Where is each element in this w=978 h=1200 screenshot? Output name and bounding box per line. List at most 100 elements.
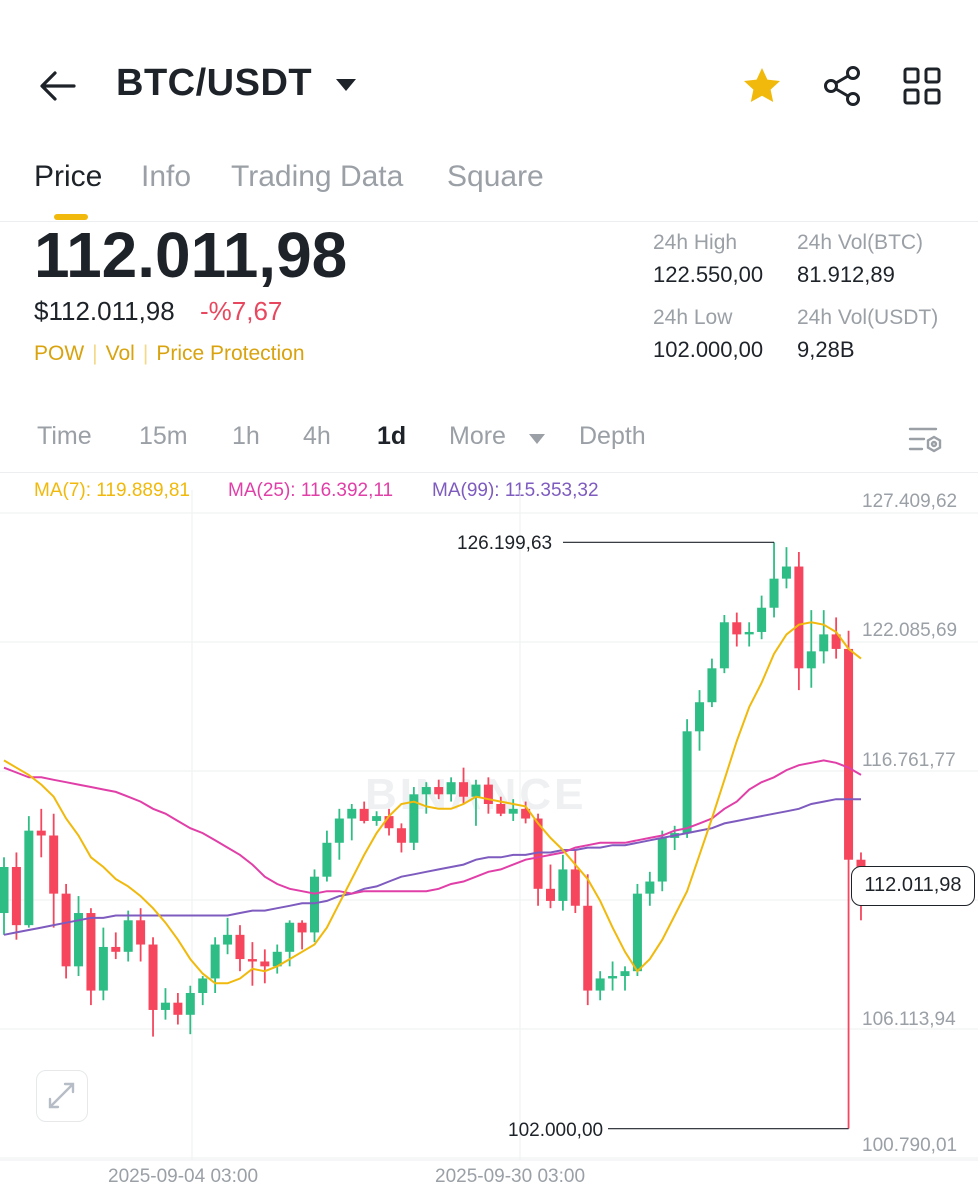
grid-menu-icon[interactable] xyxy=(900,64,944,108)
candle-body xyxy=(61,893,71,967)
stat-vol-btc-label: 24h Vol(BTC) xyxy=(797,231,924,254)
candle-body xyxy=(533,818,543,889)
candle-body xyxy=(136,920,146,945)
current-price-marker: 112.011,98 xyxy=(851,866,975,906)
candle-body xyxy=(334,818,344,843)
tab-trading-data[interactable]: Trading Data xyxy=(231,160,404,193)
token-tags: POW | Vol | Price Protection xyxy=(34,342,305,365)
active-tab-indicator xyxy=(54,214,88,220)
candle-body xyxy=(769,578,779,608)
stat-high-label: 24h High xyxy=(653,231,738,254)
candle-body xyxy=(496,803,506,814)
candle-body xyxy=(558,869,568,901)
candle-body xyxy=(645,881,655,894)
ma99-line xyxy=(3,798,861,936)
dropdown-caret-icon[interactable] xyxy=(334,76,358,94)
candle-body xyxy=(285,922,295,952)
interval-15m[interactable]: 15m xyxy=(139,422,188,450)
y-tick-label: 106.113,94 xyxy=(862,1009,956,1030)
candle-body xyxy=(446,782,456,795)
max-price-annotation: 126.199,63 xyxy=(457,533,553,554)
candle-body xyxy=(36,830,46,836)
pair-title[interactable]: BTC/USDT xyxy=(116,62,313,104)
candle-body xyxy=(272,951,282,967)
candle-body xyxy=(409,794,419,843)
candle-body xyxy=(372,816,382,821)
ma7-legend: MA(7): 119.889,81 xyxy=(34,480,190,501)
x-tick-label: 2025-09-30 03:00 xyxy=(435,1166,586,1187)
ma25-legend: MA(25): 116.392,11 xyxy=(228,480,394,501)
stat-vol-usdt-label: 24h Vol(USDT) xyxy=(797,306,939,329)
candle-body xyxy=(682,731,692,834)
tab-square[interactable]: Square xyxy=(447,160,544,193)
candle-body xyxy=(620,971,630,977)
favorite-star-icon[interactable] xyxy=(740,64,784,108)
candle-body xyxy=(297,922,307,933)
usd-price: $112.011,98 xyxy=(34,296,175,326)
back-arrow-icon[interactable] xyxy=(36,64,80,108)
interval-1h[interactable]: 1h xyxy=(232,422,260,450)
y-tick-label: 122.085,69 xyxy=(862,620,958,641)
candle-body xyxy=(781,566,791,579)
candle-body xyxy=(757,607,767,632)
candle-body xyxy=(74,913,84,967)
interval-time[interactable]: Time xyxy=(37,422,92,450)
candle-body xyxy=(732,622,742,635)
stat-low-value: 102.000,00 xyxy=(653,337,764,362)
candle-body xyxy=(794,566,804,669)
candle-body xyxy=(831,634,841,649)
ma99-legend: MA(99): 115.353,32 xyxy=(432,480,599,501)
candlestick-chart[interactable] xyxy=(0,490,978,1170)
stat-vol-usdt-value: 9,28B xyxy=(797,337,855,362)
candle-body xyxy=(322,842,332,877)
tag-pow[interactable]: POW xyxy=(34,342,85,365)
candle-body xyxy=(434,787,444,795)
candle-body xyxy=(160,1002,170,1010)
y-tick-label: 127.409,62 xyxy=(862,491,958,512)
price-change-percent: -%7,67 xyxy=(200,296,283,326)
candle-body xyxy=(471,784,481,797)
candle-body xyxy=(719,622,729,669)
candle-body xyxy=(310,876,319,933)
interval-1d[interactable]: 1d xyxy=(377,422,407,450)
candle-body xyxy=(185,992,195,1015)
stat-low-label: 24h Low xyxy=(653,306,733,329)
candle-body xyxy=(98,946,108,991)
candle-body xyxy=(521,808,531,819)
ma25-line xyxy=(3,759,862,895)
candle-body xyxy=(86,913,96,991)
tabs-divider xyxy=(0,221,978,222)
fullscreen-expand-button[interactable] xyxy=(36,1070,88,1122)
candle-body xyxy=(608,976,618,979)
candle-body xyxy=(223,934,233,945)
stat-vol-btc-value: 81.912,89 xyxy=(797,262,895,287)
candle-body xyxy=(396,828,406,843)
tab-info[interactable]: Info xyxy=(141,160,192,193)
more-caret-icon[interactable] xyxy=(528,432,546,446)
candle-body xyxy=(0,866,9,914)
share-icon[interactable] xyxy=(820,64,864,108)
tag-vol[interactable]: Vol xyxy=(105,342,135,365)
interval-4h[interactable]: 4h xyxy=(303,422,331,450)
candle-body xyxy=(744,631,754,635)
candle-body xyxy=(595,978,605,991)
candle-body xyxy=(148,944,158,1010)
last-price: 112.011,98 xyxy=(34,219,348,291)
candle-body xyxy=(24,830,34,926)
tag-price-protection[interactable]: Price Protection xyxy=(156,342,305,365)
interval-depth[interactable]: Depth xyxy=(579,422,646,450)
candle-body xyxy=(545,888,555,901)
candle-body xyxy=(695,702,705,732)
candle-body xyxy=(235,934,245,960)
candle-body xyxy=(111,946,121,952)
tab-price[interactable]: Price xyxy=(34,160,103,193)
candle-body xyxy=(347,808,357,819)
candle-body xyxy=(421,787,431,795)
chart-settings-icon[interactable] xyxy=(906,420,946,460)
candle-body xyxy=(570,869,580,906)
candle-body xyxy=(459,782,469,797)
candle-body xyxy=(384,816,394,829)
interval-more[interactable]: More xyxy=(449,422,506,450)
y-tick-label: 116.761,77 xyxy=(862,750,956,771)
candle-body xyxy=(123,920,133,952)
